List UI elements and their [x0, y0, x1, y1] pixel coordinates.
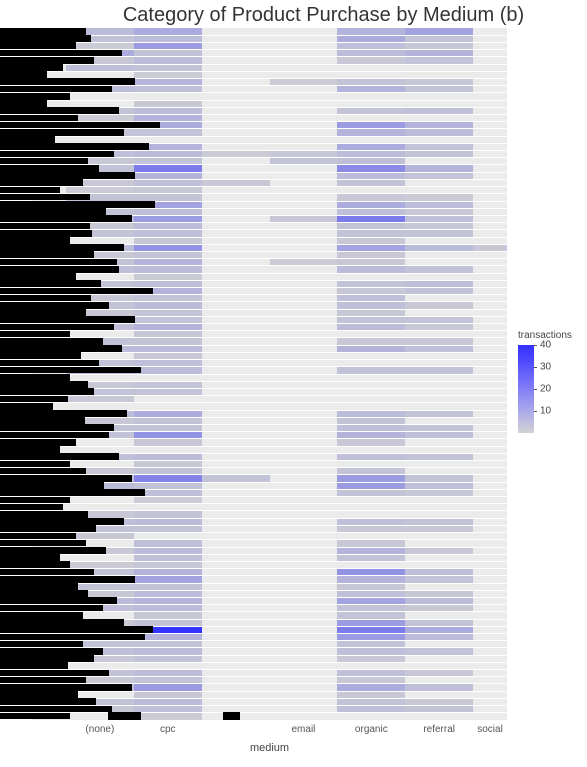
legend-bar-wrap: 10203040 — [518, 345, 584, 433]
legend-tick-label: 10 — [540, 406, 551, 417]
heatmap-cell — [134, 713, 202, 720]
chart-title: Category of Product Purchase by Medium (… — [80, 4, 567, 27]
plot-area — [32, 28, 507, 720]
x-tick-label: cpc — [160, 724, 176, 735]
x-tick-label: email — [292, 724, 316, 735]
legend-gradient — [518, 345, 534, 433]
x-tick-label: (none) — [85, 724, 114, 735]
legend-tick-label: 20 — [540, 384, 551, 395]
x-axis-title: medium — [32, 742, 507, 754]
x-tick-label: organic — [355, 724, 388, 735]
x-tick-label: social — [477, 724, 503, 735]
legend: transactions 10203040 — [518, 330, 584, 433]
legend-tick-label: 30 — [540, 362, 551, 373]
x-tick-label: referral — [423, 724, 455, 735]
legend-tick-label: 40 — [540, 340, 551, 351]
x-marginal-bar — [223, 712, 240, 720]
x-axis: (none) cpc email organic referral social — [32, 724, 507, 738]
x-marginal-bar — [108, 712, 141, 720]
